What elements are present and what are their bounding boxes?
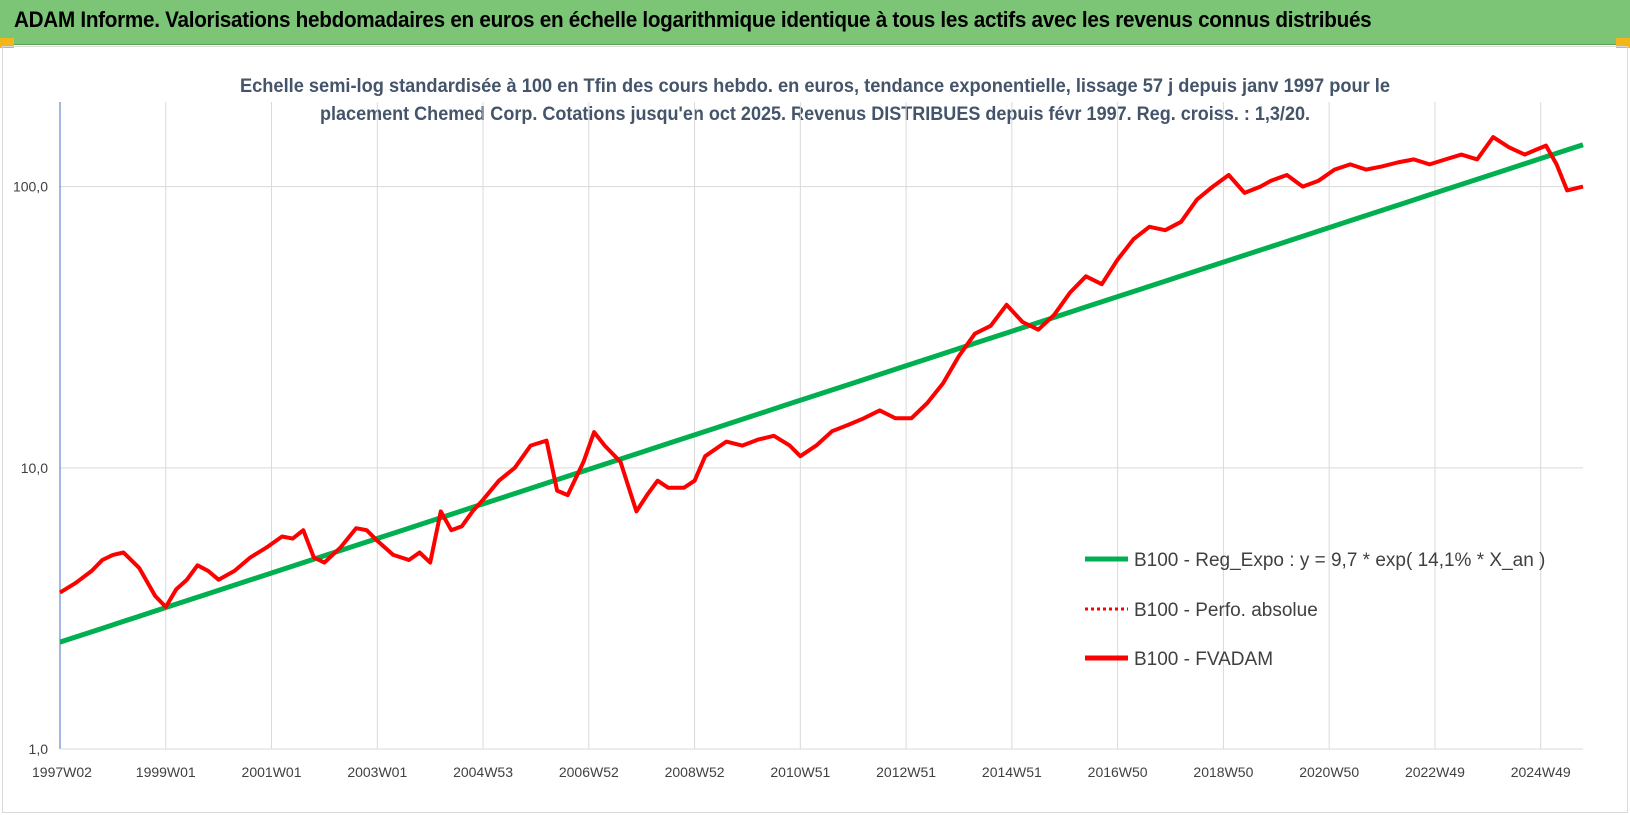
title-banner: ADAM Informe. Valorisations hebdomadaire… [0,0,1630,45]
x-tick-label: 1999W01 [136,764,196,780]
y-tick-label: 100,0 [13,179,48,195]
series-fvadam-line [58,135,1584,609]
x-tick-label: 2001W01 [242,764,302,780]
x-tick-label: 2014W51 [982,764,1042,780]
x-tick-label: 1997W02 [32,764,92,780]
banner-title: ADAM Informe. Valorisations hebdomadaire… [14,7,1372,32]
chart-frame [2,46,1628,813]
y-tick-label: 10,0 [21,460,48,476]
corner-mark-top-right [1616,38,1630,48]
x-tick-label: 2018W50 [1193,764,1253,780]
x-tick-label: 2012W51 [876,764,936,780]
legend-label: B100 - Perfo. absolue [1134,600,1318,621]
x-tick-label: 2016W50 [1088,764,1148,780]
x-tick-label: 2008W52 [665,764,725,780]
x-tick-label: 2010W51 [770,764,830,780]
x-tick-label: 2024W49 [1511,764,1571,780]
y-tick-label: 1,0 [29,741,49,757]
chart-title-line: placement Chemed Corp. Cotations jusqu'e… [320,104,1310,125]
x-tick-label: 2004W53 [453,764,513,780]
x-tick-label: 2022W49 [1405,764,1465,780]
legend-label: B100 - Reg_Expo : y = 9,7 * exp( 14,1% *… [1134,550,1545,571]
corner-mark-top-left [0,38,14,48]
x-tick-label: 2006W52 [559,764,619,780]
x-tick-label: 2020W50 [1299,764,1359,780]
chart-title-line: Echelle semi-log standardisée à 100 en T… [240,76,1390,97]
legend-label: B100 - FVADAM [1134,649,1273,670]
x-tick-label: 2003W01 [347,764,407,780]
